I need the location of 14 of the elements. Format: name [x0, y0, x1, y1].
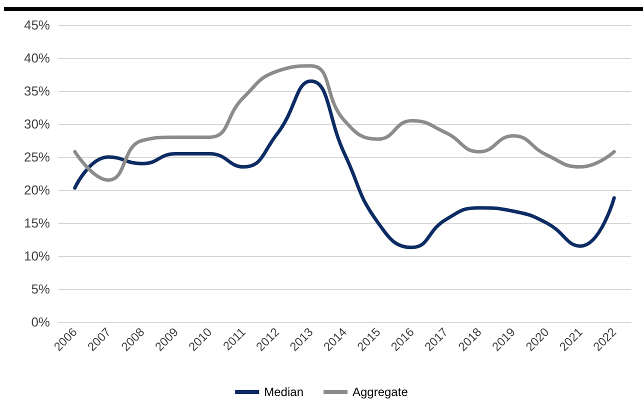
y-tick-label: 10% — [24, 248, 50, 264]
legend-label: Aggregate — [352, 385, 408, 399]
y-tick-label: 5% — [31, 282, 50, 296]
y-tick-label: 15% — [24, 216, 50, 230]
y-tick-label: 20% — [24, 182, 50, 198]
y-tick-label: 35% — [24, 84, 50, 98]
y-tick-label: 45% — [24, 18, 50, 32]
y-tick-label: 40% — [24, 50, 50, 66]
y-tick-label: 0% — [31, 314, 50, 330]
legend-label: Median — [264, 385, 304, 399]
line-series — [73, 64, 616, 182]
y-tick-label: 30% — [24, 116, 50, 132]
line-series — [73, 79, 616, 250]
y-tick-label: 25% — [24, 150, 50, 164]
